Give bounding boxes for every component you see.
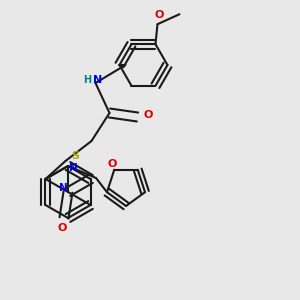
Text: N: N <box>69 163 77 173</box>
Text: S: S <box>71 151 80 161</box>
Text: O: O <box>144 110 153 120</box>
Text: N: N <box>58 183 68 193</box>
Text: O: O <box>57 223 67 233</box>
Text: O: O <box>155 10 164 20</box>
Text: N: N <box>93 75 102 85</box>
Text: H: H <box>83 75 92 85</box>
Text: O: O <box>108 159 117 169</box>
